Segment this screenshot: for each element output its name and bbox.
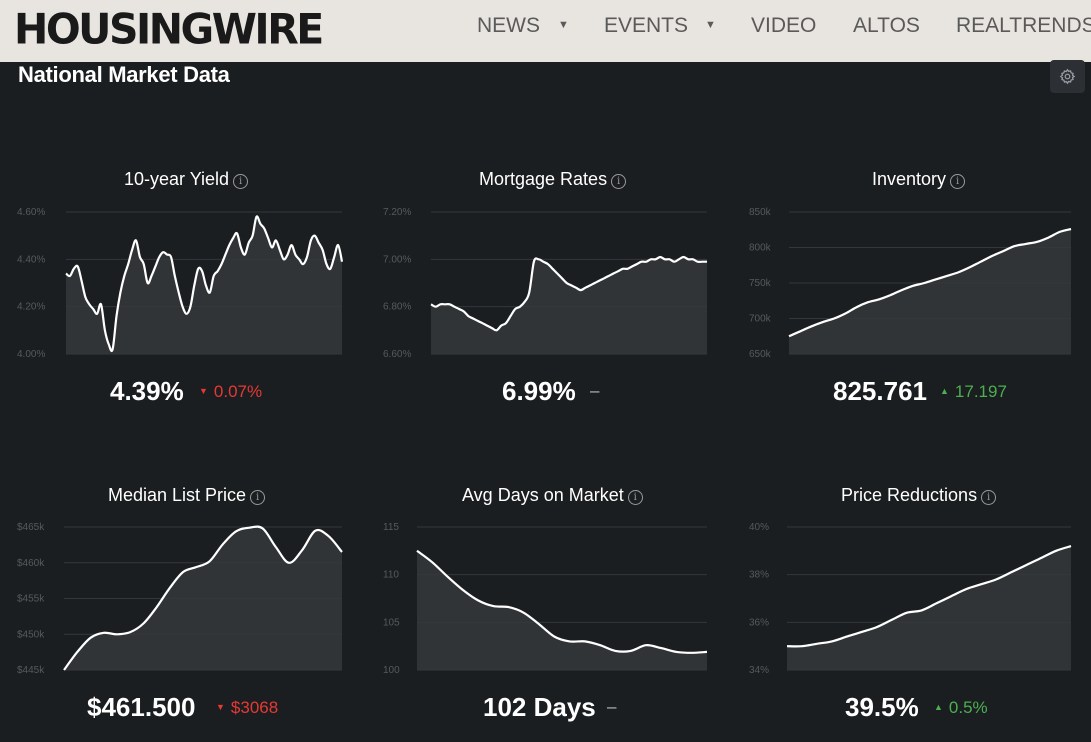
arrow-up-icon: ▲ <box>934 702 943 712</box>
metric-value: 4.39% <box>110 376 184 406</box>
metric-change-value: 17.197 <box>954 382 1007 401</box>
y-tick-label: 40% <box>749 522 769 533</box>
y-tick-label: 750k <box>749 278 772 289</box>
chevron-down-icon[interactable]: ▼ <box>558 19 569 31</box>
metric-value: 102 Days <box>483 692 596 722</box>
metric-change-value: – <box>590 381 600 400</box>
series-line <box>430 255 707 332</box>
metric-value: 6.99% <box>502 376 576 406</box>
card-title-label: Inventory <box>872 169 947 189</box>
metric-change: ▲ 17.197 <box>940 381 1007 402</box>
y-tick-label: 4.20% <box>17 302 45 313</box>
nav-realtrends[interactable]: REALTRENDS <box>956 14 1091 37</box>
y-tick-label: 700k <box>749 314 772 325</box>
y-tick-label: 34% <box>749 665 769 676</box>
info-icon[interactable]: i <box>950 174 966 189</box>
series-line <box>416 549 708 654</box>
info-icon[interactable]: i <box>627 490 643 505</box>
card-title: Avg Days on Market i <box>462 484 643 506</box>
arrow-down-icon: ▼ <box>199 386 208 396</box>
metric-change-value: – <box>607 697 617 716</box>
settings-button[interactable] <box>1050 60 1085 93</box>
chart-plot: 7.20% 7.00% 6.80% 6.60% <box>383 207 707 360</box>
info-icon[interactable]: i <box>250 490 266 505</box>
chart-plot: 4.60% 4.40% 4.20% 4.00% <box>17 207 344 360</box>
y-tick-label: 800k <box>749 243 772 254</box>
y-tick-label: $445k <box>17 665 45 676</box>
top-header: HOUSINGWIRE NEWS ▼ EVENTS ▼ VIDEO ALTOS … <box>0 0 1091 62</box>
y-tick-label: $450k <box>17 629 45 640</box>
y-tick-label: 115 <box>383 522 399 533</box>
info-icon[interactable]: i <box>233 174 249 189</box>
card-title: Median List Price i <box>108 484 266 506</box>
y-tick-label: 6.60% <box>383 349 411 360</box>
y-tick-label: 110 <box>383 570 399 581</box>
chart-plot: 115 110 105 100 <box>383 522 708 676</box>
metric-change-value: 0.5% <box>948 698 988 717</box>
gear-icon <box>1059 68 1076 85</box>
y-tick-label: 4.40% <box>17 254 45 265</box>
y-tick-label: $455k <box>17 594 45 605</box>
arrow-up-icon: ▲ <box>940 386 949 396</box>
y-tick-label: 7.00% <box>383 254 411 265</box>
metric-change-value: 0.07% <box>213 382 263 401</box>
info-icon[interactable]: i <box>611 174 627 189</box>
card-title: Mortgage Rates i <box>479 168 627 190</box>
y-tick-label: 6.80% <box>383 302 411 313</box>
metric-value: 39.5% <box>845 692 919 722</box>
metric-change: – <box>607 697 616 717</box>
y-tick-label: 100 <box>383 665 400 676</box>
y-tick-label: 4.60% <box>17 207 45 218</box>
y-tick-label: $465k <box>17 522 45 533</box>
nav-news[interactable]: NEWS <box>477 14 540 37</box>
chart-plot: 40% 38% 36% 34% <box>749 522 1072 676</box>
card-title: 10-year Yield i <box>124 168 249 190</box>
metric-change-value: $3068 <box>230 698 279 717</box>
card-title-label: Avg Days on Market <box>462 485 624 505</box>
housingwire-logo[interactable]: HOUSINGWIRE <box>14 4 324 54</box>
metric-change: ▼ $3068 <box>216 697 278 718</box>
y-tick-label: 38% <box>749 570 769 581</box>
card-title-label: Mortgage Rates <box>479 169 608 189</box>
series-area <box>789 229 1071 354</box>
nav-events[interactable]: EVENTS <box>604 14 689 37</box>
y-tick-label: 650k <box>749 349 772 360</box>
nav-altos[interactable]: ALTOS <box>853 14 920 37</box>
series-line <box>63 525 343 671</box>
page-title: National Market Data <box>18 62 230 87</box>
series-line <box>786 545 1072 648</box>
metric-change: ▲ 0.5% <box>934 697 988 718</box>
y-tick-label: 105 <box>383 617 400 628</box>
y-tick-label: 7.20% <box>383 207 411 218</box>
nav-video[interactable]: VIDEO <box>751 14 817 37</box>
series-area <box>66 216 342 354</box>
series-line <box>65 215 344 353</box>
chevron-down-icon[interactable]: ▼ <box>705 19 716 31</box>
metric-change: – <box>590 381 599 401</box>
y-tick-label: 4.00% <box>17 349 45 360</box>
y-tick-label: 850k <box>749 207 772 218</box>
metric-value: $461.500 <box>87 692 196 722</box>
metric-change: ▼ 0.07% <box>199 381 262 402</box>
metric-value: 825.761 <box>833 376 927 406</box>
y-tick-label: $460k <box>17 558 45 569</box>
card-title-label: 10-year Yield <box>124 169 230 189</box>
card-title: Inventory i <box>872 168 966 190</box>
y-tick-label: 36% <box>749 617 769 628</box>
card-title: Price Reductions i <box>841 484 997 506</box>
chart-plot: 850k 800k 750k 700k 650k <box>749 207 1072 360</box>
series-area <box>431 257 707 354</box>
arrow-down-icon: ▼ <box>216 702 225 712</box>
info-icon[interactable]: i <box>981 490 997 505</box>
series-area <box>417 550 707 670</box>
series-line <box>788 227 1072 338</box>
chart-plot: $465k $460k $455k $450k $445k <box>17 522 343 676</box>
card-title-label: Price Reductions <box>841 485 978 505</box>
card-title-label: Median List Price <box>108 485 247 505</box>
